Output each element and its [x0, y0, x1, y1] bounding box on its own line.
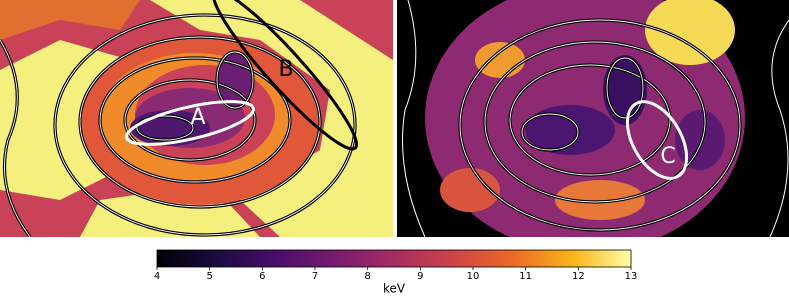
- region-label: B: [278, 57, 293, 82]
- region-label: C: [660, 144, 675, 169]
- tick-label: 9: [417, 271, 423, 282]
- tick-label: 13: [625, 271, 638, 282]
- left-map: [0, 0, 393, 237]
- right-map: [397, 0, 789, 237]
- tick-label: 6: [259, 271, 265, 282]
- tick-label: 7: [312, 271, 318, 282]
- tick-label: 4: [154, 271, 160, 282]
- colorbar-label: keV: [383, 282, 406, 296]
- region-label: A: [190, 105, 205, 130]
- tick-label: 12: [572, 271, 585, 282]
- tick-label: 11: [519, 271, 532, 282]
- tick-label: 5: [206, 271, 212, 282]
- tick-label: 10: [467, 271, 480, 282]
- tick-label: 8: [364, 271, 370, 282]
- colorbar: [156, 249, 632, 268]
